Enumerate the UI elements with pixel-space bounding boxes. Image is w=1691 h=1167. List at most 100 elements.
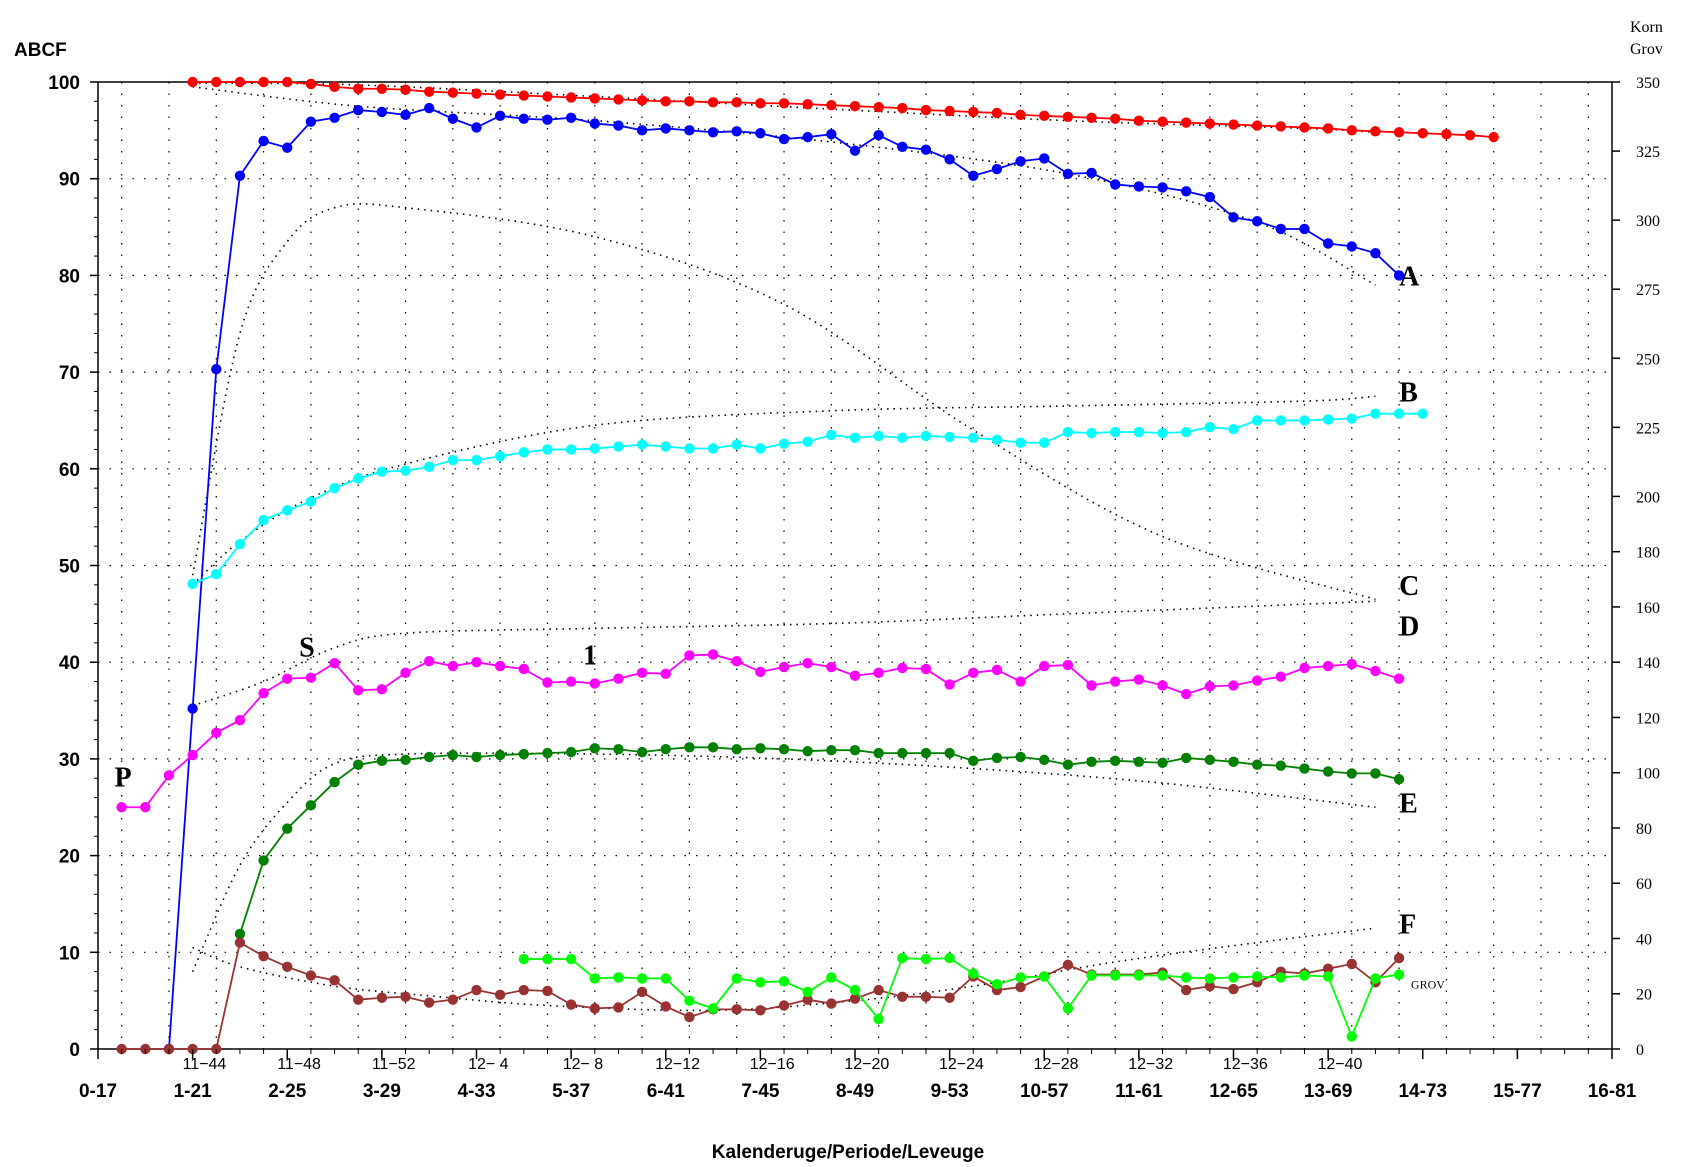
data-point-B-cyan <box>849 432 861 444</box>
x-period-label: 10-57 <box>1020 1081 1069 1102</box>
data-point-Grov-lime <box>731 973 742 984</box>
data-point-A-red <box>826 100 837 111</box>
data-point-E-green <box>305 800 317 811</box>
left-tick-label: 70 <box>59 363 80 384</box>
data-point-D-magenta <box>282 673 293 684</box>
data-point-A-red <box>1488 131 1499 143</box>
data-point-A-red <box>1393 127 1405 138</box>
right-tick-label: 250 <box>1636 351 1660 368</box>
data-point-B-cyan <box>1086 427 1097 439</box>
data-point-E-green <box>282 823 293 834</box>
data-point-Grov-lime <box>1346 1031 1357 1042</box>
data-point-D-magenta <box>471 657 482 668</box>
data-point-A-red <box>305 78 317 90</box>
data-point-E-green <box>471 751 482 763</box>
left-axis-title: ABCF <box>14 40 67 61</box>
left-tick-label: 60 <box>59 460 80 481</box>
data-point-F-brown <box>589 1003 600 1014</box>
data-point-D-magenta <box>826 661 837 673</box>
data-point-A-red <box>1110 113 1121 124</box>
data-point-A-blue <box>1110 179 1121 190</box>
data-point-E-green <box>849 744 861 756</box>
data-point-E-green <box>684 742 695 753</box>
data-point-A-blue <box>447 113 459 124</box>
x-axis-title: Kalenderuge/Periode/Leveuge <box>712 1142 984 1163</box>
annotation-B: B <box>1399 377 1418 408</box>
data-point-E-green <box>1062 759 1074 770</box>
x-week-label: 11−44 <box>183 1056 227 1073</box>
data-point-B-cyan <box>400 465 411 476</box>
data-point-D-magenta <box>636 667 648 679</box>
data-point-F-brown <box>1204 980 1216 992</box>
right-tick-label: 140 <box>1636 655 1660 672</box>
data-point-A-blue <box>376 106 388 118</box>
data-point-A-blue <box>1393 270 1405 281</box>
x-period-label: 7-45 <box>741 1081 779 1102</box>
data-point-B-cyan <box>282 505 293 516</box>
left-tick-label: 0 <box>69 1040 80 1061</box>
right-tick-label: 275 <box>1636 282 1660 299</box>
data-point-B-cyan <box>991 434 1003 445</box>
data-point-A-red <box>991 107 1003 119</box>
right-tick-label: 100 <box>1636 766 1660 783</box>
data-point-Grov-lime <box>1204 973 1216 984</box>
data-point-D-magenta <box>1157 680 1168 691</box>
data-point-E-green <box>400 754 411 766</box>
data-point-A-blue <box>944 154 955 165</box>
data-point-F-brown <box>636 986 648 998</box>
data-point-D-magenta <box>778 661 790 673</box>
data-point-Grov-lime <box>897 952 908 964</box>
data-point-A-red <box>234 76 246 88</box>
data-point-A-blue <box>1275 223 1287 235</box>
data-point-F-brown <box>1015 981 1026 993</box>
data-point-A-red <box>802 99 813 110</box>
data-point-E-green <box>873 747 884 759</box>
data-point-D-magenta <box>1062 659 1074 671</box>
data-point-B-cyan <box>1204 422 1216 433</box>
data-point-E-green <box>589 743 600 754</box>
data-point-A-blue <box>1204 191 1216 203</box>
data-point-D-magenta <box>353 685 364 696</box>
data-point-E-green <box>1322 766 1334 777</box>
data-point-Grov-lime <box>707 1003 719 1014</box>
data-point-D-magenta <box>1299 662 1310 674</box>
annotation-E: E <box>1399 788 1418 819</box>
data-point-A-blue <box>1062 168 1074 180</box>
data-point-A-blue <box>282 142 293 153</box>
data-point-Grov-lime <box>826 972 837 983</box>
data-point-F-brown <box>494 989 506 1001</box>
data-point-D-magenta <box>187 749 198 761</box>
data-point-A-blue <box>494 110 506 122</box>
x-period-label: 11-61 <box>1115 1081 1163 1102</box>
annotation-D: D <box>1399 611 1419 642</box>
data-point-F-brown <box>518 984 530 996</box>
data-point-F-brown <box>1180 984 1192 996</box>
data-point-A-red <box>1086 112 1097 123</box>
data-point-B-cyan <box>258 514 269 526</box>
data-point-A-red <box>589 93 600 104</box>
data-point-F-brown <box>755 1005 766 1016</box>
data-point-D-magenta <box>589 678 600 689</box>
data-point-B-cyan <box>1370 408 1381 419</box>
data-point-E-green <box>660 744 671 755</box>
data-point-D-magenta <box>447 660 459 672</box>
right-tick-label: 20 <box>1636 987 1652 1004</box>
x-week-label: 12−16 <box>750 1056 795 1073</box>
data-point-D-magenta <box>1346 658 1357 670</box>
data-point-F-brown <box>423 997 435 1008</box>
x-week-label: 12−20 <box>844 1056 889 1073</box>
data-point-A-blue <box>1180 186 1192 197</box>
data-point-A-red <box>211 76 222 88</box>
data-point-A-blue <box>234 170 246 181</box>
data-point-A-blue <box>636 125 648 136</box>
left-tick-label: 10 <box>59 943 80 964</box>
data-point-F-brown <box>613 1002 624 1013</box>
x-week-label: 12−32 <box>1128 1056 1173 1073</box>
data-point-D-magenta <box>660 668 671 680</box>
data-point-D-magenta <box>849 670 861 681</box>
data-point-F-brown <box>873 984 884 996</box>
data-point-E-green <box>329 776 340 788</box>
data-point-A-blue <box>1322 238 1334 249</box>
grid <box>98 82 1612 1049</box>
data-point-B-cyan <box>1228 423 1239 435</box>
